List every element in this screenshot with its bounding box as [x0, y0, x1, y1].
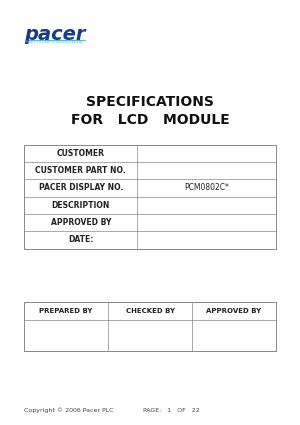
Text: APPROVED BY: APPROVED BY — [206, 308, 262, 314]
Text: ELECTRONICS WORLDWIDE: ELECTRONICS WORLDWIDE — [26, 40, 82, 44]
Text: DESCRIPTION: DESCRIPTION — [52, 201, 110, 210]
Bar — [24, 144, 276, 249]
Text: APPROVED BY: APPROVED BY — [50, 218, 111, 227]
Text: SPECIFICATIONS: SPECIFICATIONS — [86, 95, 214, 109]
Text: Copyright © 2006 Pacer PLC: Copyright © 2006 Pacer PLC — [24, 408, 113, 413]
Text: PACER DISPLAY NO.: PACER DISPLAY NO. — [38, 183, 123, 193]
Text: DATE:: DATE: — [68, 235, 93, 244]
Text: CUSTOMER: CUSTOMER — [57, 149, 105, 158]
Text: PAGE:   1   OF   22: PAGE: 1 OF 22 — [142, 408, 200, 413]
Text: PREPARED BY: PREPARED BY — [39, 308, 93, 314]
Text: CHECKED BY: CHECKED BY — [125, 308, 175, 314]
Text: pacer: pacer — [24, 26, 85, 45]
Text: PCM0802C*: PCM0802C* — [184, 183, 229, 193]
Text: CUSTOMER PART NO.: CUSTOMER PART NO. — [35, 166, 126, 175]
Text: FOR   LCD   MODULE: FOR LCD MODULE — [70, 113, 230, 127]
Bar — [24, 302, 276, 351]
